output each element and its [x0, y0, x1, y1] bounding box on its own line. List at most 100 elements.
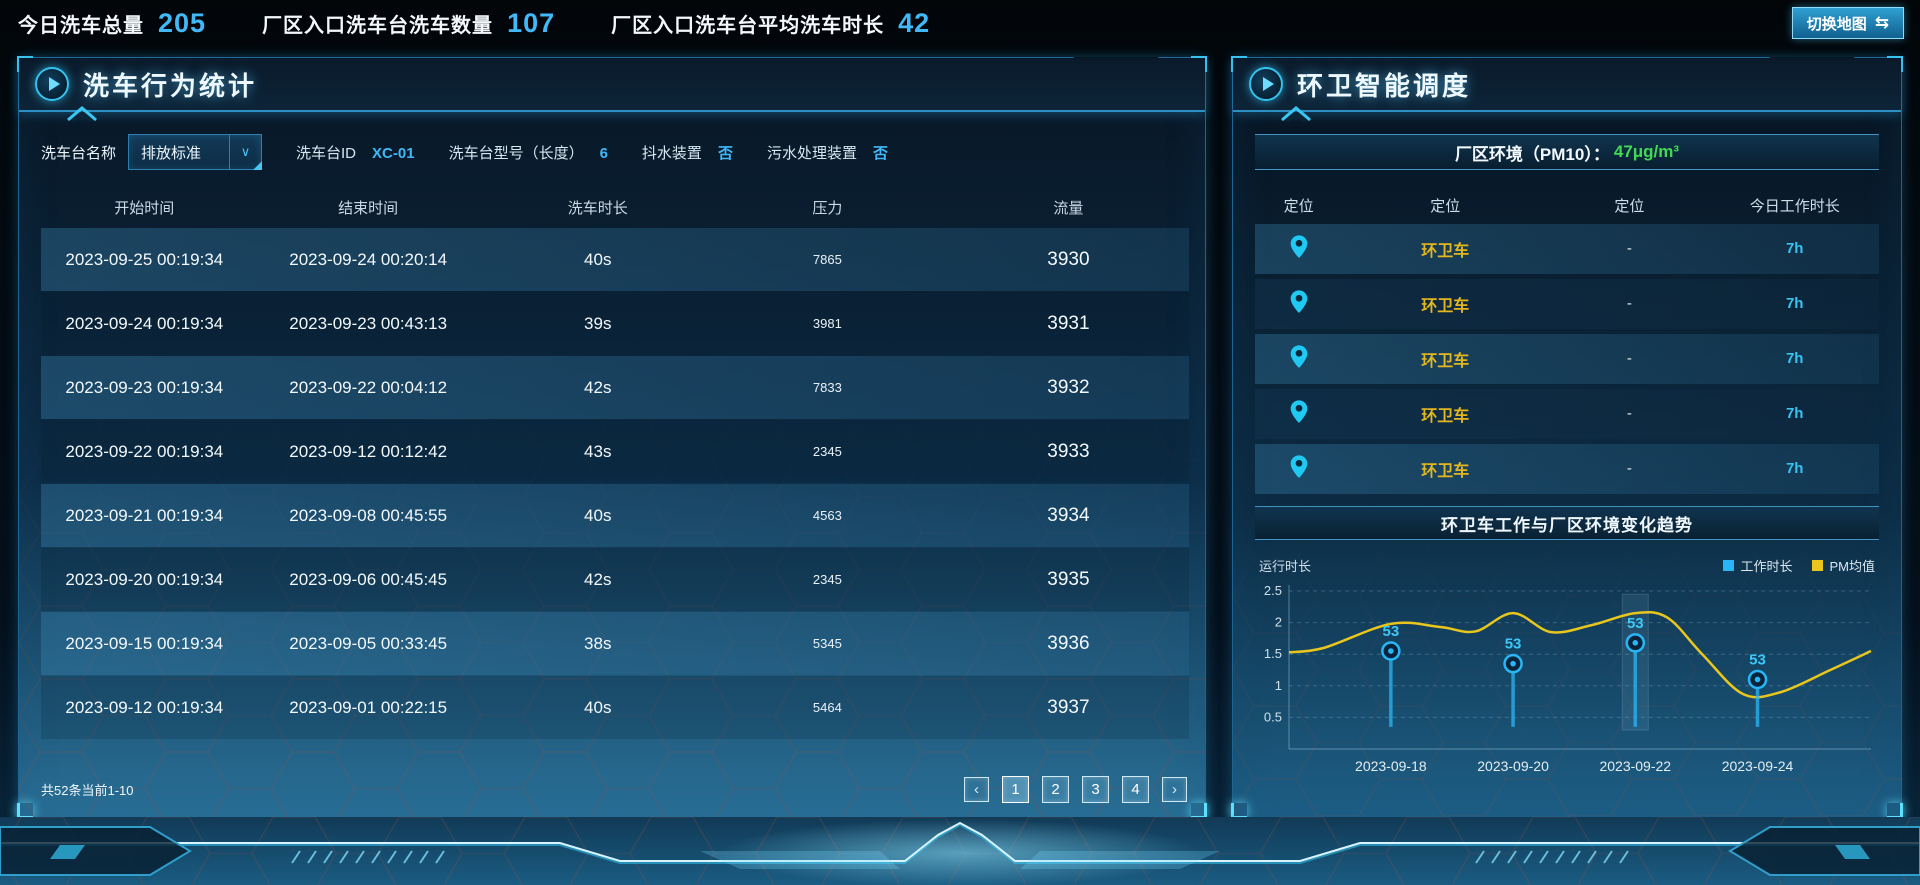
table-cell: 3936 — [1047, 632, 1090, 654]
location-pin-icon[interactable] — [1289, 289, 1309, 315]
table-row[interactable]: 2023-09-25 00:19:34 2023-09-24 00:20:14 40… — [41, 228, 1189, 291]
svg-text:2.5: 2.5 — [1264, 583, 1282, 598]
wash-column-header: 压力 — [812, 199, 843, 217]
vehicle-dash: - — [1626, 240, 1632, 257]
locate-cell — [1255, 289, 1342, 320]
table-cell: 2023-09-23 00:19:34 — [65, 377, 224, 397]
table-cell: 38s — [584, 633, 612, 653]
trend-title: 环卫车工作与厂区环境变化趋势 — [1441, 515, 1693, 535]
vehicle-dash: - — [1626, 350, 1632, 367]
table-cell: 2023-09-12 00:19:34 — [65, 697, 224, 717]
locate-cell — [1255, 454, 1342, 485]
page-button-3[interactable]: 3 — [1082, 776, 1109, 803]
filter-field-label: 洗车台ID — [296, 144, 357, 162]
table-cell: 2023-09-05 00:33:45 — [289, 633, 448, 653]
filter-field-value: 否 — [717, 144, 733, 162]
table-cell: 4563 — [812, 508, 842, 523]
vehicle-dash: - — [1626, 295, 1632, 312]
table-row[interactable]: 2023-09-22 00:19:34 2023-09-12 00:12:42 43… — [41, 420, 1189, 483]
table-cell: 3937 — [1047, 696, 1090, 718]
table-row[interactable]: 2023-09-20 00:19:34 2023-09-06 00:45:45 42… — [41, 548, 1189, 611]
location-pin-icon[interactable] — [1289, 454, 1309, 480]
wash-statistics-panel: 洗车行为统计 洗车台名称 排放标准 ∨ 洗车台ID XC-01 洗车台型号（长度 — [17, 56, 1207, 819]
table-cell: 3933 — [1047, 440, 1090, 462]
header-stat: 今日洗车总量 205 — [18, 8, 206, 39]
vehicle-column-header: 定位 — [1430, 197, 1461, 215]
vehicle-hours: 7h — [1785, 405, 1804, 422]
switch-map-button[interactable]: 切换地图 ⇆ — [1791, 7, 1904, 39]
table-row[interactable]: 2023-09-12 00:19:34 2023-09-01 00:22:15 40… — [41, 676, 1189, 739]
trend-chart[interactable]: 0.5 1 1.5 2 2.5 2023-09-18 2023-09-20 2023-09-2… — [1251, 577, 1881, 785]
location-pin-icon[interactable] — [1289, 234, 1309, 260]
svg-text:53: 53 — [1627, 615, 1644, 632]
table-cell: 3931 — [1047, 312, 1090, 334]
filter-row: 洗车台名称 排放标准 ∨ 洗车台ID XC-01 洗车台型号（长度） 6 抖水装置否污水… — [41, 134, 1205, 170]
header-stat-label: 厂区入口洗车台洗车数量 — [262, 14, 494, 37]
location-pin-icon[interactable] — [1289, 399, 1309, 425]
switch-arrows-icon: ⇆ — [1874, 13, 1889, 32]
vehicle-hours-cell: 7h — [1711, 350, 1879, 368]
vehicle-column-header: 定位 — [1614, 197, 1645, 215]
station-name-selected-value: 排放标准 — [141, 144, 202, 162]
chart-legend: 工作时长 PM均值 — [1723, 556, 1875, 575]
table-cell: 40s — [584, 505, 612, 525]
svg-text:2023-09-18: 2023-09-18 — [1355, 758, 1427, 774]
legend-item: PM均值 — [1812, 556, 1875, 575]
vehicle-dash-cell: - — [1548, 460, 1710, 478]
top-stats-bar: 今日洗车总量 205 厂区入口洗车台洗车数量 107 厂区入口洗车台平均洗车时长 42 切… — [0, 0, 1920, 46]
page-button-1[interactable]: 1 — [1002, 776, 1029, 803]
wash-panel-title: 洗车行为统计 — [83, 70, 258, 101]
station-name-select[interactable]: 排放标准 ∨ — [128, 134, 263, 170]
pm10-value: 47μg/m³ — [1613, 142, 1680, 161]
header-stat: 厂区入口洗车台洗车数量 107 — [262, 8, 555, 39]
table-cell: 2023-09-06 00:45:45 — [289, 569, 448, 589]
table-cell: 2023-09-25 00:19:34 — [65, 249, 224, 269]
locate-cell — [1255, 234, 1342, 265]
table-cell: 43s — [584, 441, 612, 461]
location-pin-icon[interactable] — [1289, 344, 1309, 370]
vehicle-row[interactable]: 环卫车 - 7h — [1255, 279, 1879, 329]
header-stat-value: 42 — [898, 7, 931, 38]
switch-map-label: 切换地图 — [1806, 15, 1867, 33]
vehicle-row[interactable]: 环卫车 - 7h — [1255, 444, 1879, 494]
prev-page-button[interactable]: ‹ — [964, 777, 989, 802]
vehicle-row[interactable]: 环卫车 - 7h — [1255, 224, 1879, 274]
table-cell: 2023-09-01 00:22:15 — [289, 697, 448, 717]
filter-field: 抖水装置否 — [642, 142, 733, 163]
locate-cell — [1255, 344, 1342, 375]
chevron-decoration — [67, 106, 97, 122]
table-row[interactable]: 2023-09-23 00:19:34 2023-09-22 00:04:12 42… — [41, 356, 1189, 419]
vehicle-name-cell: 环卫车 — [1342, 347, 1548, 371]
dispatch-panel-header: 环卫智能调度 — [1233, 58, 1901, 122]
table-cell: 7865 — [812, 252, 842, 267]
vehicle-hours-cell: 7h — [1711, 460, 1879, 478]
table-cell: 3932 — [1047, 376, 1090, 398]
svg-text:2: 2 — [1275, 615, 1282, 630]
page-button-4[interactable]: 4 — [1122, 776, 1149, 803]
svg-text:1: 1 — [1275, 678, 1282, 693]
table-cell: 42s — [584, 377, 612, 397]
table-cell: 2023-09-20 00:19:34 — [65, 569, 224, 589]
table-row[interactable]: 2023-09-21 00:19:34 2023-09-08 00:45:55 40… — [41, 484, 1189, 547]
table-row[interactable]: 2023-09-15 00:19:34 2023-09-05 00:33:45 38… — [41, 612, 1189, 675]
vehicle-row[interactable]: 环卫车 - 7h — [1255, 334, 1879, 384]
vehicle-dash: - — [1626, 460, 1632, 477]
filter-field: 洗车台型号（长度） 6 — [449, 142, 608, 163]
legend-swatch — [1723, 560, 1735, 571]
table-cell: 7833 — [812, 380, 842, 395]
page-button-2[interactable]: 2 — [1042, 776, 1069, 803]
table-row[interactable]: 2023-09-24 00:19:34 2023-09-23 00:43:13 39… — [41, 292, 1189, 355]
vehicle-row[interactable]: 环卫车 - 7h — [1255, 389, 1879, 439]
filter-field: 洗车台ID XC-01 — [296, 142, 415, 163]
svg-text:53: 53 — [1505, 636, 1522, 653]
wash-column-header: 开始时间 — [114, 199, 175, 217]
table-cell: 42s — [584, 569, 612, 589]
play-icon — [35, 67, 69, 101]
vehicle-table-body: 环卫车 - 7h 环卫车 - 7h 环卫车 - 7h 环卫车 - 7h 环卫车 - 7h — [1233, 224, 1901, 494]
pm10-label: 厂区环境（PM10）： — [1454, 144, 1610, 164]
svg-text:0.5: 0.5 — [1264, 709, 1282, 724]
next-page-button[interactable]: › — [1162, 777, 1187, 802]
table-cell: 2023-09-15 00:19:34 — [65, 633, 224, 653]
trend-title-banner: 环卫车工作与厂区环境变化趋势 — [1255, 506, 1879, 540]
header-stat-value: 205 — [158, 7, 207, 38]
